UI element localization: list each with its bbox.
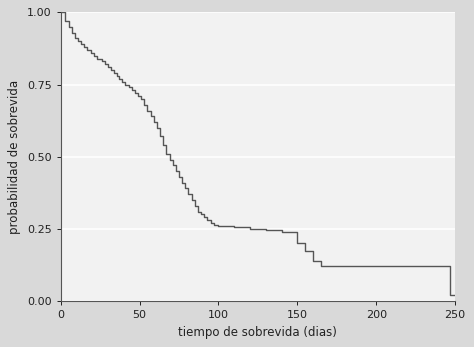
Y-axis label: probabilidad de sobrevida: probabilidad de sobrevida xyxy=(9,80,21,234)
X-axis label: tiempo de sobrevida (dias): tiempo de sobrevida (dias) xyxy=(178,326,337,339)
